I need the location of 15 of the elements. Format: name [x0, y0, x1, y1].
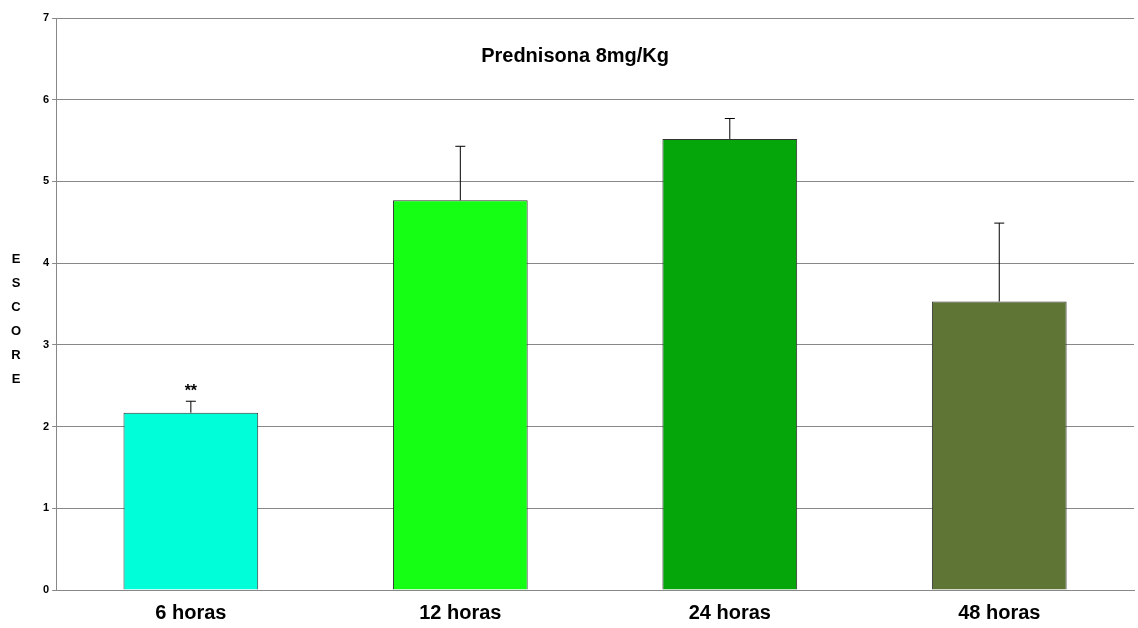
- annotation: **: [184, 381, 198, 399]
- y-tick-label: 3: [42, 337, 50, 350]
- y-tick-label: 6: [42, 92, 50, 105]
- y-tick-label: 5: [42, 174, 50, 187]
- x-tick-label: 24 horas: [688, 600, 771, 623]
- y-axis-title: ESCORE: [10, 250, 22, 386]
- y-tick-label: 4: [42, 256, 50, 269]
- text: Prednisona 8mg/Kg: [481, 43, 669, 66]
- x-tick-label: 6 horas: [155, 600, 227, 623]
- y-tick-label: 2: [42, 419, 50, 432]
- y-tick-label: 7: [42, 11, 50, 24]
- y-tick-label: 1: [42, 501, 50, 514]
- y-tick-label: 0: [42, 583, 50, 596]
- x-tick-label: 12 horas: [419, 600, 502, 623]
- x-tick-label: 48 horas: [958, 600, 1041, 623]
